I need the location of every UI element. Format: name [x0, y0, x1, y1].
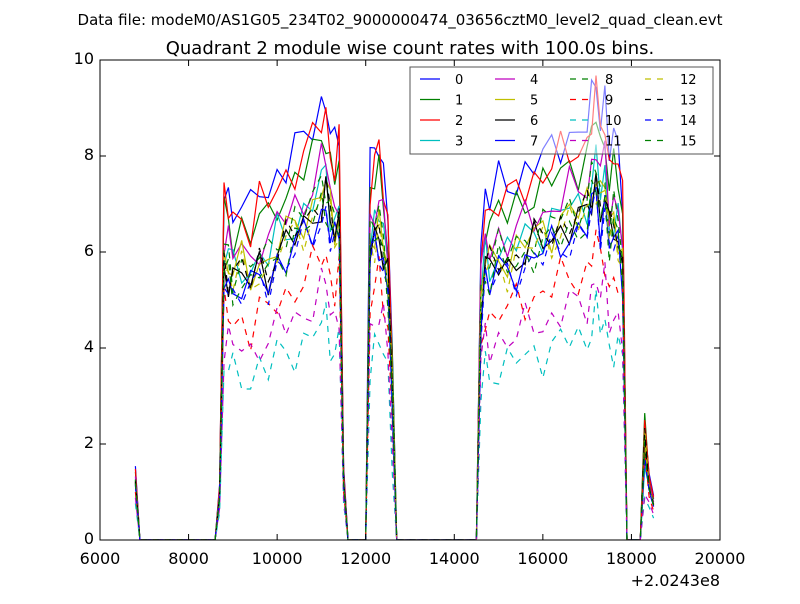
y-tick-label: 8 [84, 145, 94, 164]
legend-label-2: 2 [455, 114, 463, 129]
legend-label-4: 4 [530, 73, 538, 88]
series-line-9 [134, 229, 655, 540]
x-tick-label: 20000 [695, 549, 746, 568]
y-tick-label: 0 [84, 529, 94, 548]
legend-label-0: 0 [455, 73, 463, 88]
series-group [134, 75, 655, 540]
x-tick-label: 16000 [517, 549, 568, 568]
legend-label-9: 9 [605, 94, 613, 109]
legend-label-13: 13 [680, 94, 697, 109]
legend-label-1: 1 [455, 94, 463, 109]
y-tick-label: 4 [84, 337, 94, 356]
legend-label-11: 11 [605, 135, 622, 150]
legend-label-8: 8 [605, 73, 613, 88]
plot-area [134, 75, 655, 540]
series-line-15 [134, 179, 655, 540]
legend-label-10: 10 [605, 114, 622, 129]
x-tick-label: 10000 [252, 549, 303, 568]
y-tick-label: 2 [84, 433, 94, 452]
chart-title: Quadrant 2 module wise count rates with … [166, 38, 655, 59]
legend-label-3: 3 [455, 135, 463, 150]
series-line-11 [134, 261, 655, 540]
y-tick-label: 6 [84, 241, 94, 260]
legend-label-5: 5 [530, 94, 538, 109]
x-tick-label: 18000 [606, 549, 657, 568]
axes: 6000 8000 10000 12000 14000 16000 18000 20000 0 2… [74, 49, 746, 568]
series-line-8 [134, 161, 655, 540]
suptitle: Data file: modeM0/AS1G05_234T02_90000004… [78, 11, 723, 30]
y-tick-label: 10 [74, 49, 94, 68]
legend-label-7: 7 [530, 135, 538, 150]
legend-label-6: 6 [530, 114, 538, 129]
legend-label-14: 14 [680, 114, 697, 129]
x-tick-label: 6000 [80, 549, 121, 568]
x-tick-label: 12000 [340, 549, 391, 568]
x-tick-label: 14000 [429, 549, 480, 568]
legend-box [409, 66, 714, 155]
axes-frame [99, 59, 721, 541]
x-tick-label: 8000 [168, 549, 209, 568]
legend-label-15: 15 [680, 135, 697, 150]
x-offset-label: +2.0243e8 [631, 571, 720, 590]
legend-label-12: 12 [680, 73, 697, 88]
